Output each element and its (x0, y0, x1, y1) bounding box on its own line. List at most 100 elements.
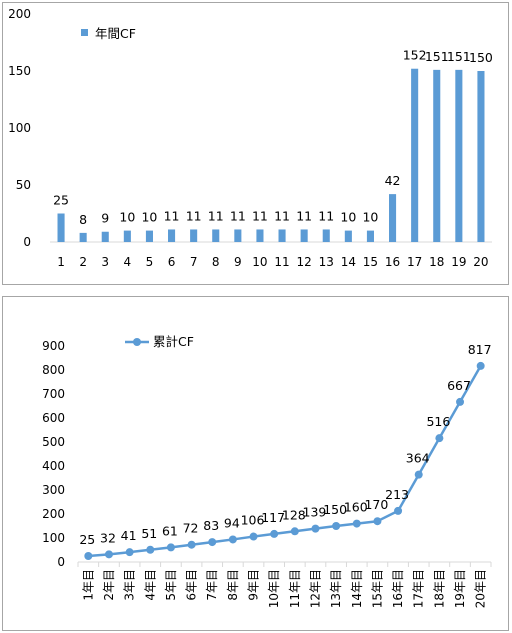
y-tick-label: 600 (42, 411, 65, 425)
data-point (332, 522, 341, 530)
data-label: 106 (241, 513, 265, 528)
bar (322, 229, 330, 242)
x-tick-label: 20年目 (474, 569, 488, 608)
data-point (228, 535, 237, 544)
x-tick-label: 6 (168, 255, 176, 269)
x-tick-label: 17年目 (412, 569, 426, 608)
data-label: 11 (230, 208, 246, 223)
x-tick-label: 5年目 (164, 569, 178, 601)
cumulative-cf-line-chart-svg: 0 100 200 300 400 500 600 700 800 900 25 1年目 32 2年目 41… (42, 334, 492, 608)
x-tick-label: 7年目 (205, 569, 219, 601)
data-point (249, 532, 258, 541)
bar (145, 230, 153, 242)
bar (168, 229, 176, 242)
annual-cf-bar-chart-svg: 0501001502002518293104105116117118119111… (8, 7, 493, 269)
data-label: 32 (100, 530, 116, 545)
x-tick-label: 10 (252, 255, 267, 269)
x-tick-label: 14年目 (350, 569, 364, 608)
x-tick-label: 3年目 (123, 569, 137, 601)
y-tick-label: 0 (23, 235, 31, 249)
y-tick-label: 0 (57, 555, 65, 569)
data-label: 170 (364, 497, 388, 512)
data-label: 11 (274, 208, 290, 223)
data-label: 83 (203, 518, 219, 533)
bar (234, 229, 242, 242)
bar (344, 230, 352, 242)
data-label: 9 (101, 211, 109, 226)
data-point (166, 543, 175, 552)
x-tick-label: 18年目 (432, 569, 446, 608)
data-label: 10 (340, 210, 356, 225)
x-tick-label: 13年目 (329, 569, 343, 608)
x-tick-label: 12 (297, 255, 312, 269)
legend-label: 累計CF (153, 334, 194, 349)
bar (366, 230, 374, 242)
bar (57, 213, 65, 242)
data-label: 11 (252, 208, 268, 223)
data-point (84, 552, 93, 560)
x-tick-label: 11年目 (288, 569, 302, 608)
cumulative-cf-chart: 0 100 200 300 400 500 600 700 800 900 25 1年目 32 2年目 41… (2, 296, 509, 631)
y-tick-label: 150 (8, 64, 31, 78)
data-point (394, 506, 403, 515)
y-tick-label: 300 (42, 483, 65, 497)
data-point (290, 527, 299, 536)
data-label: 151 (447, 49, 471, 64)
data-label: 72 (183, 521, 199, 536)
data-label: 61 (162, 523, 178, 538)
y-tick-label: 800 (42, 363, 65, 377)
x-tick-label: 1 (57, 255, 65, 269)
data-point (373, 517, 382, 526)
bar (278, 229, 286, 242)
x-tick-label: 1年目 (81, 569, 95, 601)
data-label: 160 (344, 500, 368, 515)
data-label: 128 (282, 507, 306, 522)
bar (79, 232, 87, 242)
x-tick-label: 4 (124, 255, 132, 269)
data-label: 25 (79, 532, 95, 547)
x-tick-label: 7 (190, 255, 198, 269)
data-point (476, 361, 485, 370)
data-label: 42 (385, 173, 401, 188)
data-label: 117 (261, 510, 285, 525)
y-tick-label: 200 (42, 507, 65, 521)
data-point (270, 529, 279, 538)
data-label: 667 (447, 378, 471, 393)
bar (455, 69, 463, 242)
y-tick-label: 900 (42, 339, 65, 353)
data-point (208, 538, 217, 547)
data-point (125, 548, 134, 557)
data-label: 25 (53, 193, 69, 208)
x-tick-label: 12年目 (308, 569, 322, 608)
x-tick-label: 3 (101, 255, 109, 269)
y-tick-label: 50 (16, 178, 31, 192)
data-label: 817 (468, 342, 492, 357)
y-tick-label: 700 (42, 387, 65, 401)
y-tick-label: 100 (8, 121, 31, 135)
bar (389, 194, 397, 242)
x-tick-label: 13 (319, 255, 334, 269)
x-tick-label: 17 (407, 255, 422, 269)
bar (190, 229, 198, 242)
x-tick-label: 14 (341, 255, 356, 269)
legend-swatch (81, 29, 88, 36)
x-tick-label: 20 (473, 255, 488, 269)
data-label: 150 (323, 502, 347, 517)
legend-label: 年間CF (95, 26, 136, 41)
x-tick-label: 8 (212, 255, 220, 269)
x-tick-label: 11 (274, 255, 289, 269)
data-label: 10 (141, 210, 157, 225)
x-tick-label: 16年目 (391, 569, 405, 608)
x-tick-label: 10年目 (267, 569, 281, 608)
data-label: 11 (318, 208, 334, 223)
bar (212, 229, 220, 242)
data-point (352, 519, 361, 528)
y-tick-label: 500 (42, 435, 65, 449)
x-tick-label: 19 (451, 255, 466, 269)
data-label: 8 (79, 212, 87, 227)
x-tick-label: 2 (79, 255, 87, 269)
x-tick-label: 6年目 (185, 569, 199, 601)
data-point (146, 545, 155, 554)
bar (123, 230, 131, 242)
bar (300, 229, 308, 242)
